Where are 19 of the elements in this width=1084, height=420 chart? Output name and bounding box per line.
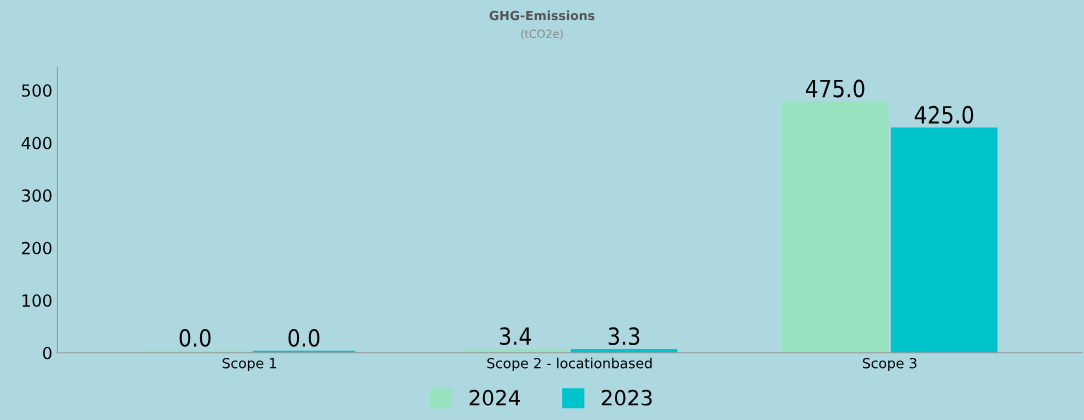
legend-label: 2024 [469, 389, 520, 406]
data-label: 3.4 [499, 327, 531, 346]
y-tick-label: 400 [21, 136, 52, 150]
y-tick-label: 100 [22, 294, 52, 307]
data-label: 475.0 [805, 79, 865, 98]
data-label: 425.0 [914, 105, 974, 124]
chart-title: GHG-Emissions [489, 10, 595, 21]
x-tick-label: Scope 1 [222, 357, 277, 372]
y-tick-label: 500 [22, 84, 52, 97]
x-tick-label: Scope 3 [862, 357, 917, 372]
legend-label: 2023 [601, 389, 652, 406]
y-tick-label: 200 [22, 241, 52, 255]
data-label: 3.3 [608, 327, 640, 346]
x-tick-label: Scope 2 - locationbased [487, 357, 652, 372]
chart-subtitle: (tCO2e) [521, 29, 563, 40]
data-label: 0.0 [179, 328, 211, 347]
data-label: 0.0 [288, 328, 320, 347]
y-tick-label: 0 [43, 346, 52, 360]
y-tick-label: 300 [22, 189, 52, 202]
